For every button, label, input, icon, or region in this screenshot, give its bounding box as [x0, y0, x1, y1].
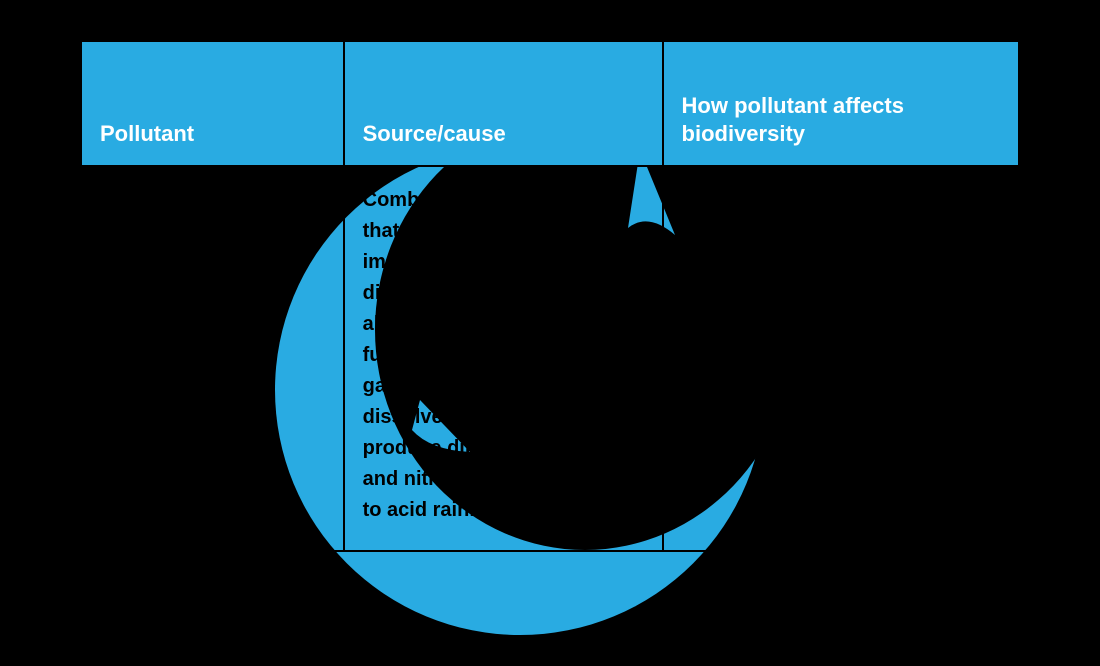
cell-effect: Acid rain can damage the leaves, buds, f… [663, 166, 1019, 551]
table-head: Pollutant Source/cause How pollutant aff… [81, 41, 1019, 166]
table-row: Sulphur dioxide and nitrogen oxides Comb… [81, 166, 1019, 551]
col-header-effect: How pollutant affects biodiversity [663, 41, 1019, 166]
cell-source: Combustion of fossil fuels that contain … [344, 166, 663, 551]
stage: Pollutant Source/cause How pollutant aff… [0, 0, 1100, 666]
table-body: Sulphur dioxide and nitrogen oxides Comb… [81, 166, 1019, 551]
pollutant-table: Pollutant Source/cause How pollutant aff… [80, 40, 1020, 552]
col-header-source: Source/cause [344, 41, 663, 166]
table-header-row: Pollutant Source/cause How pollutant aff… [81, 41, 1019, 166]
cell-pollutant: Sulphur dioxide and nitrogen oxides [81, 166, 344, 551]
col-header-pollutant: Pollutant [81, 41, 344, 166]
pollutant-table-container: Pollutant Source/cause How pollutant aff… [80, 40, 1020, 552]
